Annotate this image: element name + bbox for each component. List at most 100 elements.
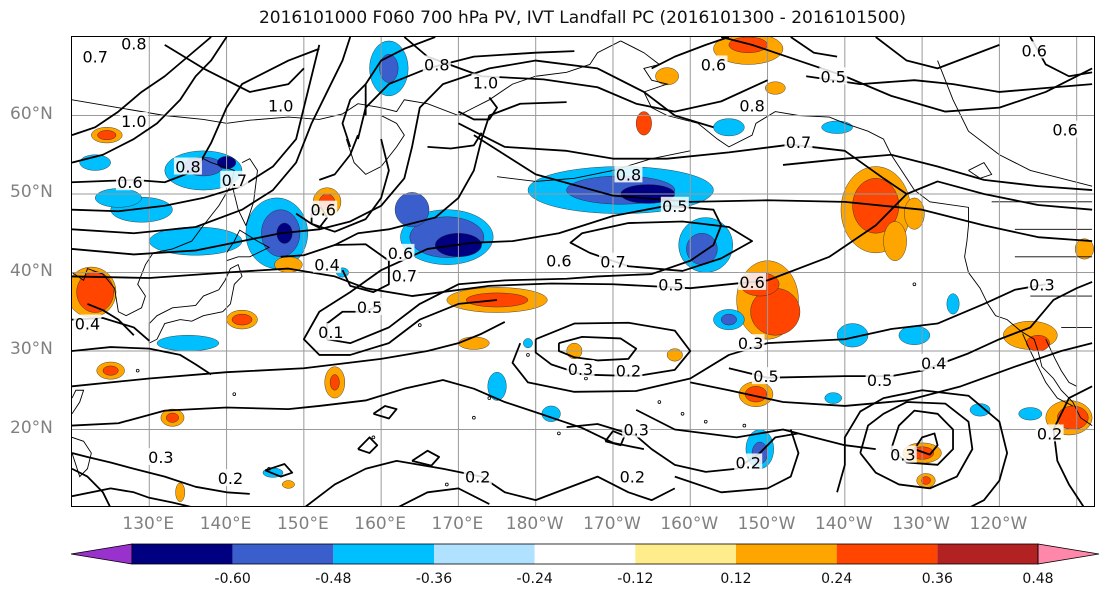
ivt-contour xyxy=(72,379,645,451)
contour-label-bg xyxy=(463,467,492,485)
island xyxy=(472,415,476,420)
island xyxy=(487,396,492,400)
contour-label-bg xyxy=(738,96,767,114)
contour-label-bg xyxy=(309,200,338,218)
contour-label: 0.2 xyxy=(465,468,490,487)
contour-label-bg xyxy=(386,243,415,261)
latitude-label: 20°N xyxy=(10,417,53,438)
colorbar-tick-label: -0.12 xyxy=(617,571,654,587)
contour-label: 0.3 xyxy=(148,448,173,467)
colorbar-tick-label: -0.36 xyxy=(415,571,453,587)
pv-anomaly-patch xyxy=(921,476,931,485)
ivt-contour xyxy=(72,321,506,388)
contour-label: 0.7 xyxy=(392,267,417,286)
contour-label: 0.8 xyxy=(424,55,449,74)
contour-label: 1.0 xyxy=(473,74,498,93)
colorbar-tick-label: -0.48 xyxy=(315,571,352,587)
latitude-label: 30°N xyxy=(10,339,53,359)
colorbar-tick-label: 0.36 xyxy=(921,571,953,587)
ivt-contour xyxy=(264,463,294,478)
colorbar-segment xyxy=(534,544,636,564)
contour-label: 0.8 xyxy=(121,37,146,53)
ivt-contour xyxy=(427,132,483,150)
pv-anomaly-patch xyxy=(231,313,253,326)
contour-label-bg xyxy=(216,469,245,487)
map-panel: 1.0 1.0 0.8 0.5 0.7 0.8 0.5 0.6 0.7 0.6 0.7 0.4 0.5 0… xyxy=(71,36,1095,507)
longitude-label: 130°E xyxy=(122,514,175,534)
longitude-label: 150°E xyxy=(276,514,329,534)
contour-label: 0.7 xyxy=(222,171,247,190)
coastline xyxy=(497,150,691,182)
colorbar-segment xyxy=(232,544,334,564)
ivt-contour xyxy=(875,37,1000,70)
contour-label: 0.2 xyxy=(616,362,641,381)
longitude-label: 140°E xyxy=(199,514,252,534)
coastline xyxy=(72,436,92,478)
contour-label: 0.8 xyxy=(616,165,641,184)
ivt-contour xyxy=(604,430,626,447)
island xyxy=(445,482,449,487)
ivt-contour xyxy=(304,459,676,506)
island xyxy=(703,419,708,424)
pv-anomaly-patch xyxy=(458,336,490,350)
ivt-contour xyxy=(836,389,1009,506)
island xyxy=(680,411,685,416)
contour-label-bg xyxy=(614,361,643,379)
pv-anomaly-patch xyxy=(166,412,179,423)
contour-label-bg xyxy=(1027,275,1056,293)
colorbar-extend-high xyxy=(1037,543,1100,565)
contour-label-bg xyxy=(355,298,384,316)
longitude-label: 170°W xyxy=(583,514,641,534)
coastline xyxy=(1022,333,1074,407)
contour-label: 0.5 xyxy=(357,298,382,317)
colorbar-segment xyxy=(132,544,233,564)
colorbar-segment xyxy=(736,544,837,564)
ivt-contour xyxy=(72,180,1093,297)
contour-label-bg xyxy=(1020,41,1049,59)
contour-label-bg xyxy=(734,453,763,471)
ivt-contour xyxy=(890,409,954,466)
pv-anomaly-patch xyxy=(904,197,925,230)
contour-label: 0.3 xyxy=(738,334,763,353)
contour-label: 0.2 xyxy=(218,469,243,488)
contour-label-bg xyxy=(266,96,295,114)
ivt-contour xyxy=(164,44,305,93)
contour-label-bg xyxy=(313,255,342,273)
contour-label: 0.4 xyxy=(75,315,100,334)
longitude-label: 160°W xyxy=(660,514,719,534)
contour-label-bg xyxy=(220,170,249,188)
colorbar-tick-label: 0.24 xyxy=(821,571,853,587)
island xyxy=(657,400,662,404)
pv-anomaly-patch xyxy=(156,335,220,352)
contour-label-bg xyxy=(919,353,948,371)
ivt-contour xyxy=(534,321,692,378)
pv-anomaly-patch xyxy=(102,365,119,376)
contour-label: 0.5 xyxy=(753,367,778,386)
ivt-contour xyxy=(720,37,1093,113)
colorbar-segment xyxy=(333,544,434,564)
ivt-contour xyxy=(690,342,1093,407)
contour-label: 0.5 xyxy=(867,371,892,390)
ivt-contour xyxy=(728,281,1093,379)
longitude-label: 160°E xyxy=(354,514,406,534)
island xyxy=(584,376,588,381)
map-title: 2016101000 F060 700 hPa PV, IVT Landfall… xyxy=(258,8,906,28)
pv-anomaly-patch xyxy=(821,120,853,134)
ivt-contour xyxy=(319,134,359,181)
contour-label: 0.6 xyxy=(701,55,726,74)
colorbar-extend-low xyxy=(70,543,133,565)
ivt-contour xyxy=(372,405,398,420)
longitude-label: 130°W xyxy=(892,514,950,534)
island xyxy=(742,423,747,428)
island xyxy=(417,323,422,327)
contour-label: 0.4 xyxy=(921,354,946,373)
coastline xyxy=(72,40,621,124)
contour-label: 0.2 xyxy=(620,468,645,487)
ivt-contour xyxy=(72,59,714,256)
ivt-contour xyxy=(72,37,352,235)
colorbar xyxy=(70,543,1100,565)
contour-label-bg xyxy=(865,371,894,389)
ivt-contour xyxy=(1052,385,1093,506)
ivt-contour xyxy=(651,37,730,70)
colorbar-tick-label: 0.48 xyxy=(1022,571,1054,587)
